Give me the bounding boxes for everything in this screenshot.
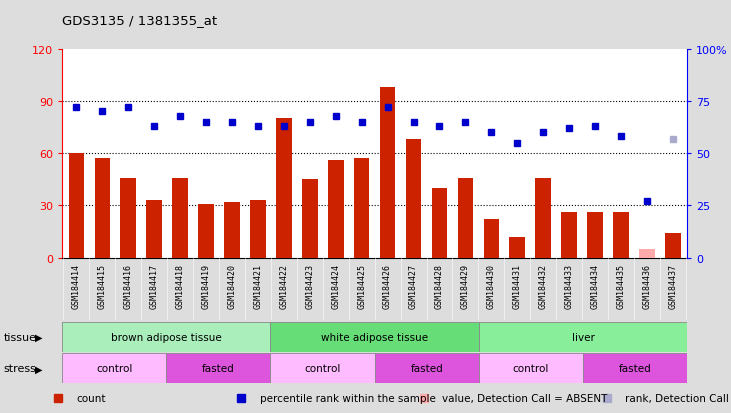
Bar: [535, 178, 551, 258]
Bar: [276, 119, 292, 258]
Text: count: count: [77, 393, 106, 403]
Text: white adipose tissue: white adipose tissue: [321, 332, 428, 342]
Text: GDS3135 / 1381355_at: GDS3135 / 1381355_at: [62, 14, 217, 27]
Text: GSM184420: GSM184420: [227, 263, 237, 308]
Bar: [250, 201, 265, 258]
Bar: [167, 354, 270, 383]
Text: GSM184424: GSM184424: [331, 263, 340, 308]
Bar: [328, 161, 344, 258]
Text: GSM184433: GSM184433: [564, 263, 574, 308]
Text: percentile rank within the sample: percentile rank within the sample: [260, 393, 436, 403]
Bar: [173, 178, 188, 258]
Text: GSM184431: GSM184431: [512, 263, 522, 308]
Text: liver: liver: [572, 332, 594, 342]
Bar: [94, 159, 110, 258]
Text: brown adipose tissue: brown adipose tissue: [111, 332, 221, 342]
Text: GSM184419: GSM184419: [202, 263, 211, 308]
Bar: [146, 201, 162, 258]
Text: tissue: tissue: [4, 332, 37, 342]
Text: fasted: fasted: [618, 363, 651, 373]
Bar: [561, 213, 577, 258]
Text: GSM184415: GSM184415: [98, 263, 107, 308]
Text: GSM184425: GSM184425: [357, 263, 366, 308]
Text: fasted: fasted: [410, 363, 443, 373]
Text: GSM184428: GSM184428: [435, 263, 444, 308]
Bar: [613, 213, 629, 258]
Bar: [479, 322, 687, 352]
Text: GSM184429: GSM184429: [461, 263, 470, 308]
Bar: [484, 220, 499, 258]
Text: GSM184414: GSM184414: [72, 263, 81, 308]
Text: stress: stress: [4, 363, 37, 373]
Bar: [62, 354, 167, 383]
Bar: [121, 178, 136, 258]
Bar: [587, 213, 603, 258]
Bar: [270, 322, 479, 352]
Bar: [458, 178, 473, 258]
Text: GSM184437: GSM184437: [668, 263, 678, 308]
Text: control: control: [512, 363, 549, 373]
Text: GSM184422: GSM184422: [279, 263, 288, 308]
Text: GSM184436: GSM184436: [643, 263, 651, 308]
Text: GSM184432: GSM184432: [539, 263, 548, 308]
Text: GSM184427: GSM184427: [409, 263, 418, 308]
Text: GSM184423: GSM184423: [306, 263, 314, 308]
Bar: [639, 249, 655, 258]
Text: GSM184430: GSM184430: [487, 263, 496, 308]
Bar: [224, 202, 240, 258]
Text: GSM184434: GSM184434: [591, 263, 599, 308]
Bar: [406, 140, 421, 258]
Bar: [69, 154, 84, 258]
Bar: [479, 354, 583, 383]
Text: value, Detection Call = ABSENT: value, Detection Call = ABSENT: [442, 393, 607, 403]
Bar: [354, 159, 369, 258]
Bar: [432, 189, 447, 258]
Text: ▶: ▶: [35, 332, 42, 342]
Text: fasted: fasted: [202, 363, 235, 373]
Text: GSM184421: GSM184421: [254, 263, 262, 308]
Bar: [62, 322, 270, 352]
Text: rank, Detection Call = ABSENT: rank, Detection Call = ABSENT: [625, 393, 731, 403]
Bar: [302, 180, 317, 258]
Bar: [510, 237, 525, 258]
Bar: [665, 234, 681, 258]
Text: GSM184426: GSM184426: [383, 263, 392, 308]
Bar: [198, 204, 214, 258]
Text: GSM184416: GSM184416: [124, 263, 133, 308]
Text: ▶: ▶: [35, 363, 42, 373]
Text: GSM184418: GSM184418: [175, 263, 185, 308]
Bar: [583, 354, 687, 383]
Bar: [374, 354, 479, 383]
Text: control: control: [304, 363, 341, 373]
Text: control: control: [96, 363, 132, 373]
Text: GSM184417: GSM184417: [150, 263, 159, 308]
Bar: [380, 88, 395, 258]
Bar: [270, 354, 374, 383]
Text: GSM184435: GSM184435: [616, 263, 626, 308]
